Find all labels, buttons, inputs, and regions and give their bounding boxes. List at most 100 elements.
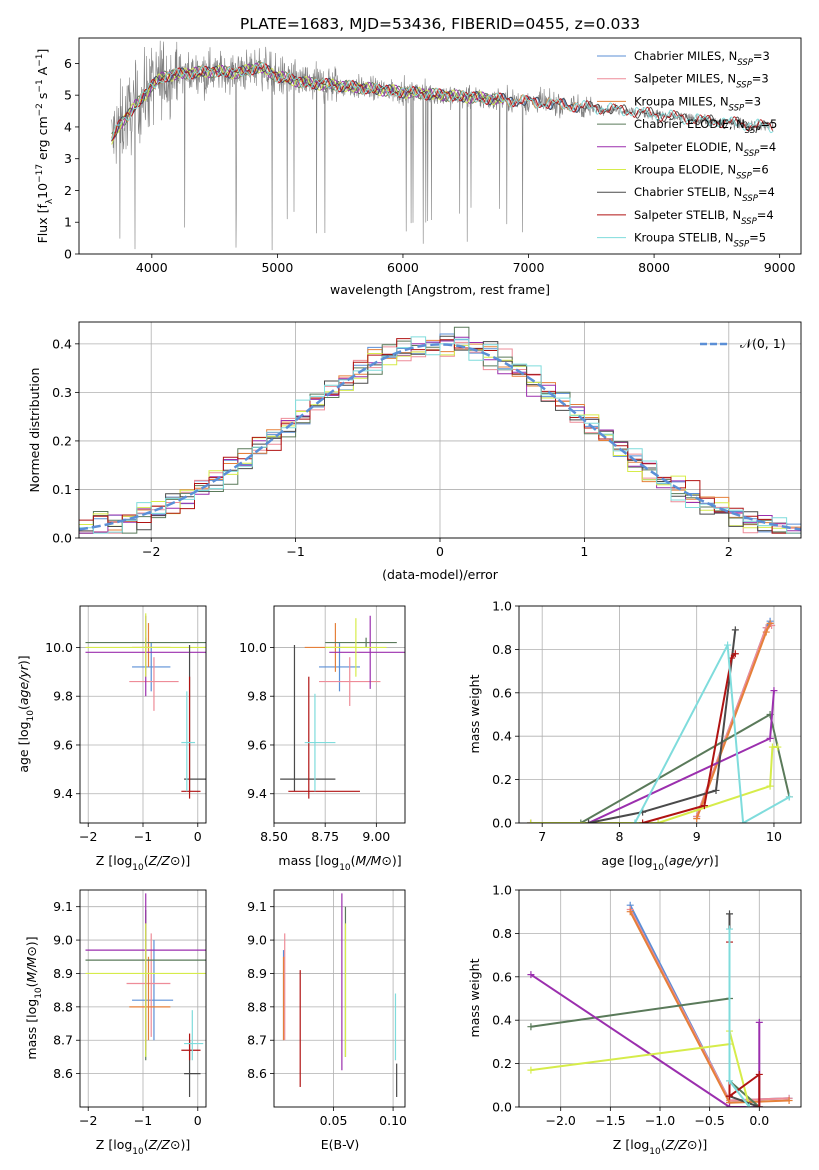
weight-marker <box>700 802 708 810</box>
legend-sub: SSP <box>729 103 745 113</box>
legend-value: =4 <box>757 208 774 222</box>
weight-marker <box>785 793 793 801</box>
y-tick-label: 0.6 <box>492 685 512 700</box>
weight-line-chabrier-stelib <box>588 629 737 823</box>
weight-marker <box>755 1070 763 1078</box>
weight-marker <box>739 819 747 823</box>
y-tick-label: 0.2 <box>492 772 512 787</box>
errorbar-salpeter-stelib <box>181 1033 201 1061</box>
y-tick-label: 8.8 <box>247 999 267 1014</box>
label-part: )] <box>709 853 719 868</box>
weight-marker <box>726 1092 734 1100</box>
y-tick-label: 0.4 <box>492 729 512 744</box>
legend-value: =5 <box>760 117 777 131</box>
weight-marker <box>654 819 662 823</box>
weight-marker <box>766 782 774 790</box>
weight-marker <box>639 819 647 823</box>
weight-marker <box>745 1103 753 1107</box>
weight-marker <box>626 908 634 916</box>
label-part: Z/Z⊙ <box>148 1137 181 1152</box>
y-tick-label: 8.9 <box>247 966 267 981</box>
legend-name: Kroupa ELODIE, N <box>634 163 736 177</box>
weight-marker <box>766 619 774 627</box>
weight-line-salpeter-elodie <box>530 690 775 823</box>
chart-age_vs_mass: 8.50 8.75 9.00 9.4 9.6 9.8 10.0 <box>239 605 406 844</box>
x-tick-label: 5000 <box>261 260 293 275</box>
x-tick-label: 6000 <box>387 260 419 275</box>
y-tick-label: 9.1 <box>247 899 267 914</box>
plot-area <box>282 893 398 1097</box>
y-tick-label: 9.0 <box>53 933 73 948</box>
label-part: ] <box>35 49 50 54</box>
y-tick-label: 0 <box>64 247 72 262</box>
axes-frame <box>273 605 406 824</box>
errorbar-kroupa-elodie <box>325 618 387 677</box>
errorbar-chabrier-miles <box>132 642 171 692</box>
y-tick-label: 5 <box>64 88 72 103</box>
label-part: log <box>16 721 31 740</box>
y-tick-label: 9.1 <box>53 899 73 914</box>
label-part: age/yr <box>16 664 31 705</box>
weight-marker <box>726 1077 734 1085</box>
weight-marker <box>755 1103 763 1107</box>
plot-area <box>280 615 405 799</box>
label-part: age/yr <box>669 853 710 868</box>
legend-name: Salpeter STELIB, N <box>634 208 741 222</box>
label-part: log <box>320 853 339 868</box>
weight-marker <box>527 1066 535 1074</box>
y-tick-label: 6 <box>64 56 72 71</box>
y-tick-label: 8.6 <box>53 1066 73 1081</box>
x-tick-label: 8.75 <box>311 829 339 844</box>
label-part: log <box>24 999 39 1018</box>
label-part: )] <box>180 853 190 868</box>
x-tick-label: −2 <box>142 544 160 559</box>
legend-value: =5 <box>749 231 766 245</box>
x-tick-label: −1.0 <box>645 1113 675 1128</box>
label-part: −1 <box>35 54 45 67</box>
errorbar-chabrier-elodie <box>325 637 397 648</box>
y-tick-label: 0.1 <box>52 482 72 497</box>
label-part: 10 <box>35 183 50 199</box>
x-axis-label: Z [log10(Z/Z⊙)] <box>96 853 190 873</box>
label-part: )] <box>697 1137 707 1152</box>
y-tick-label: 0.0 <box>492 816 512 831</box>
errorbar-kroupa-miles <box>129 956 171 1041</box>
weight-marker <box>712 786 720 794</box>
y-axis-label: mass weight <box>467 958 482 1037</box>
errorbar-kroupa-stelib <box>181 691 196 792</box>
x-tick-label: 8.50 <box>260 829 288 844</box>
label-part: −17 <box>35 164 45 183</box>
x-axis-label: Z [log10(Z/Z⊙)] <box>613 1137 707 1157</box>
legend-sub: SSP <box>741 217 757 227</box>
y-tick-label: 0.0 <box>492 1100 512 1115</box>
legend-value: =4 <box>758 185 775 199</box>
y-tick-label: 1.0 <box>492 883 512 898</box>
label-part: ( <box>351 853 356 868</box>
model-spectrum-salpeter-stelib <box>111 63 774 141</box>
legend-entry: Salpeter STELIB, NSSP=4 <box>634 208 774 227</box>
weight-marker <box>527 971 535 979</box>
label-part: M/M⊙ <box>24 946 39 982</box>
chart-spectrum: 4000 5000 6000 7000 8000 9000 0 1 2 3 4 5 6 <box>64 37 802 275</box>
model-spectrum-chabrier-stelib <box>111 65 774 142</box>
label-part: 10 <box>26 710 36 722</box>
weight-line-kroupa-stelib <box>728 929 751 1107</box>
weight-marker <box>774 743 782 751</box>
y-tick-label: 8.7 <box>53 1033 73 1048</box>
y-axis-label: mass [log10(M/M⊙)] <box>24 936 44 1059</box>
weight-marker <box>577 819 585 823</box>
x-tick-label: 8 <box>615 829 623 844</box>
legend-sub: SSP <box>737 58 753 68</box>
label-part: ( <box>661 1137 666 1152</box>
label-part: mass [ <box>278 853 320 868</box>
weight-marker <box>785 1096 793 1104</box>
axes-frame <box>78 321 802 539</box>
label-part: 10 <box>132 863 144 873</box>
x-tick-label: −1 <box>134 829 152 844</box>
errorbar-salpeter-elodie <box>329 615 405 689</box>
weight-marker <box>631 819 639 823</box>
legend-entry: Salpeter ELODIE, NSSP=4 <box>634 140 776 159</box>
legend-entry: Chabrier ELODIE, NSSP=5 <box>634 117 777 136</box>
errorbar-salpeter-miles <box>319 657 381 706</box>
